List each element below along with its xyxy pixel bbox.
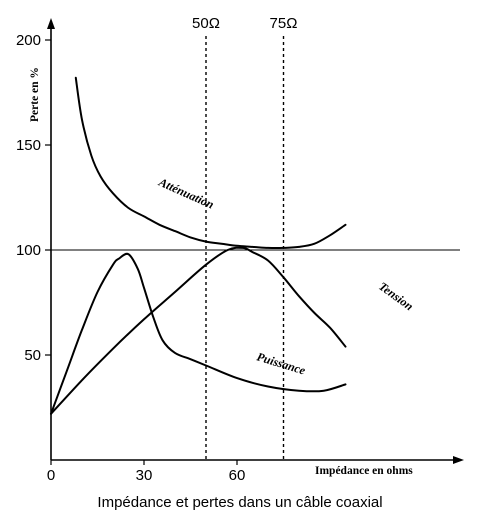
series-line-attenuation [74,76,347,250]
reference-lines: 50Ω 75Ω [51,15,460,460]
y-tick-label: 100 [16,242,41,259]
y-tick-label: 50 [24,347,41,364]
reference-line-label: 75Ω [270,15,298,32]
series-label-puissance: Puissance [255,349,308,377]
y-axis-arrow [47,18,55,29]
series-line-puissance [50,252,347,415]
x-tick-label: 60 [229,467,246,484]
y-axis-label: Perte en % [29,67,41,122]
series-label-tension: Tension [376,279,416,313]
x-tick-label: 30 [136,467,153,484]
x-axis-label: Impédance en ohms [315,465,413,477]
series-label-attenuation: Atténuation [156,175,217,212]
reference-line-label: 50Ω [192,15,220,32]
y-tick-label: 150 [16,137,41,154]
series-line-tension [50,246,347,415]
series-lines [50,76,347,415]
figure-caption: Impédance et pertes dans un câble coaxia… [97,494,383,511]
y-tick-label: 200 [16,32,41,49]
x-tick-label: 0 [47,467,55,484]
x-axis-arrow [453,456,464,464]
axis-ticks: 50 100 150 200 0 30 60 [16,32,245,484]
